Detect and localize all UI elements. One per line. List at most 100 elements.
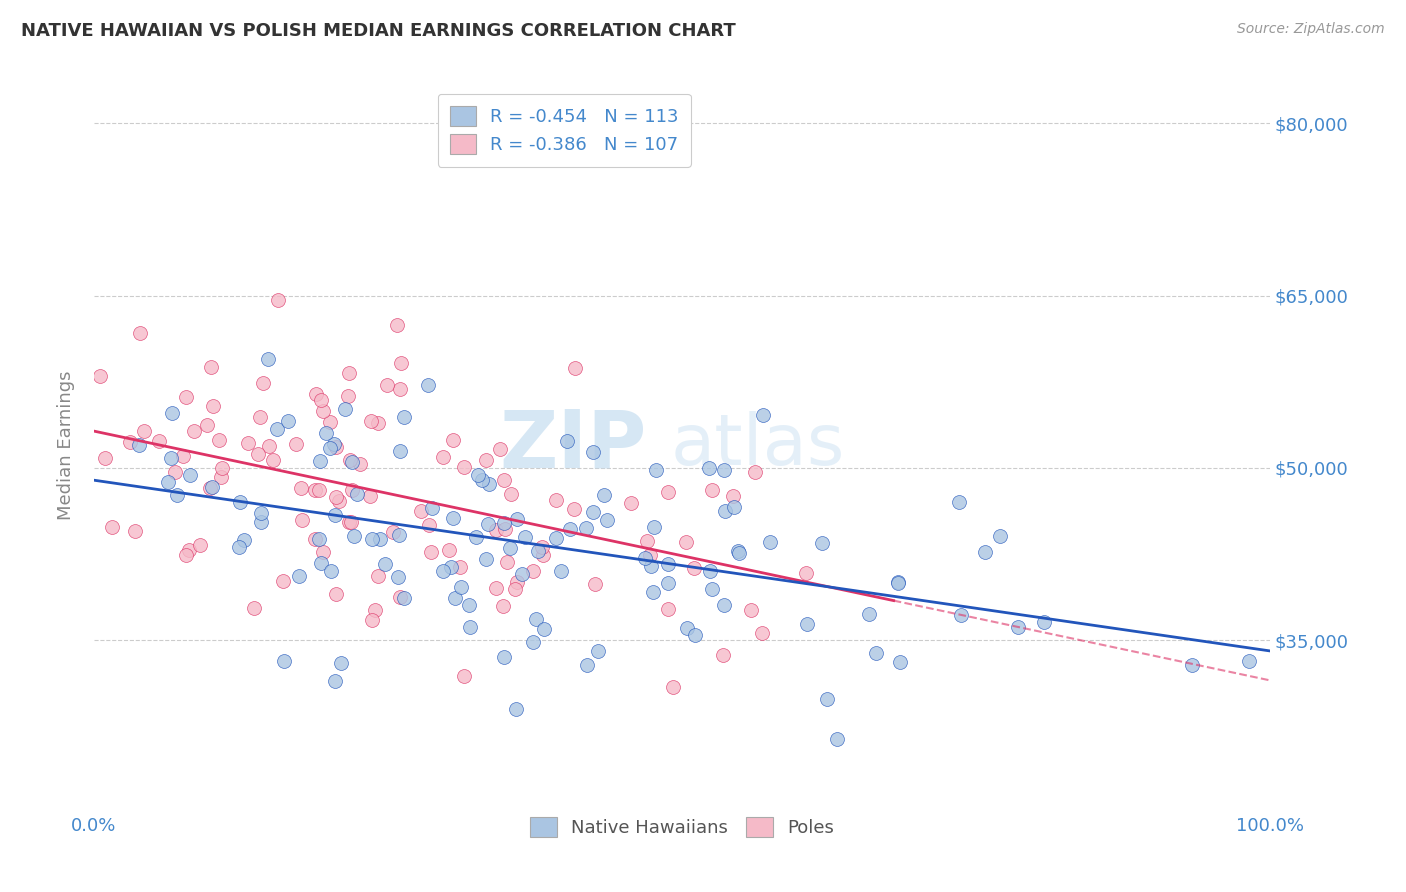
- Point: [174, 390, 197, 404]
- Point: [713, 462, 735, 476]
- Point: [449, 560, 471, 574]
- Point: [267, 293, 290, 307]
- Point: [675, 535, 697, 549]
- Point: [409, 504, 432, 518]
- Point: [174, 549, 197, 563]
- Point: [364, 602, 387, 616]
- Point: [361, 613, 384, 627]
- Point: [560, 522, 582, 536]
- Point: [794, 566, 817, 580]
- Point: [522, 564, 544, 578]
- Point: [312, 545, 335, 559]
- Point: [453, 459, 475, 474]
- Point: [336, 389, 359, 403]
- Point: [458, 620, 481, 634]
- Point: [273, 654, 295, 668]
- Point: [343, 529, 366, 543]
- Point: [375, 378, 398, 392]
- Point: [368, 533, 391, 547]
- Text: ZIP: ZIP: [499, 406, 647, 484]
- Point: [471, 473, 494, 487]
- Point: [321, 564, 343, 578]
- Point: [242, 600, 264, 615]
- Point: [887, 574, 910, 589]
- Point: [643, 520, 665, 534]
- Point: [751, 408, 773, 422]
- Point: [323, 508, 346, 522]
- Point: [387, 318, 409, 332]
- Point: [1007, 620, 1029, 634]
- Point: [501, 487, 523, 501]
- Point: [727, 546, 749, 560]
- Point: [1032, 615, 1054, 630]
- Point: [657, 557, 679, 571]
- Point: [311, 556, 333, 570]
- Point: [531, 548, 554, 562]
- Point: [815, 691, 838, 706]
- Point: [453, 669, 475, 683]
- Point: [179, 467, 201, 482]
- Point: [450, 580, 472, 594]
- Point: [128, 438, 150, 452]
- Point: [329, 657, 352, 671]
- Point: [721, 489, 744, 503]
- Point: [723, 500, 745, 514]
- Point: [166, 488, 188, 502]
- Point: [337, 515, 360, 529]
- Point: [510, 567, 533, 582]
- Point: [129, 326, 152, 340]
- Point: [249, 410, 271, 425]
- Point: [156, 475, 179, 490]
- Point: [675, 622, 697, 636]
- Point: [887, 575, 910, 590]
- Point: [325, 587, 347, 601]
- Point: [441, 433, 464, 447]
- Point: [195, 417, 218, 432]
- Point: [257, 439, 280, 453]
- Point: [441, 511, 464, 525]
- Point: [101, 520, 124, 534]
- Point: [304, 483, 326, 498]
- Point: [683, 561, 706, 575]
- Point: [949, 608, 972, 623]
- Point: [645, 462, 668, 476]
- Point: [89, 368, 111, 383]
- Point: [527, 543, 550, 558]
- Point: [208, 433, 231, 447]
- Point: [811, 535, 834, 549]
- Point: [657, 575, 679, 590]
- Point: [522, 634, 544, 648]
- Point: [588, 644, 610, 658]
- Point: [323, 673, 346, 688]
- Point: [432, 565, 454, 579]
- Point: [418, 517, 440, 532]
- Point: [488, 442, 510, 456]
- Point: [700, 582, 723, 596]
- Point: [657, 484, 679, 499]
- Point: [478, 477, 501, 491]
- Point: [374, 558, 396, 572]
- Point: [172, 449, 194, 463]
- Point: [315, 425, 337, 440]
- Point: [1237, 654, 1260, 668]
- Point: [252, 376, 274, 391]
- Point: [134, 424, 156, 438]
- Point: [683, 628, 706, 642]
- Point: [148, 434, 170, 448]
- Point: [238, 436, 260, 450]
- Point: [323, 436, 346, 450]
- Text: NATIVE HAWAIIAN VS POLISH MEDIAN EARNINGS CORRELATION CHART: NATIVE HAWAIIAN VS POLISH MEDIAN EARNING…: [21, 22, 735, 40]
- Point: [492, 599, 515, 613]
- Point: [201, 400, 224, 414]
- Point: [277, 414, 299, 428]
- Point: [416, 377, 439, 392]
- Point: [751, 625, 773, 640]
- Legend: Native Hawaiians, Poles: Native Hawaiians, Poles: [522, 810, 842, 844]
- Point: [506, 512, 529, 526]
- Point: [419, 545, 441, 559]
- Point: [325, 490, 347, 504]
- Point: [422, 500, 444, 515]
- Point: [432, 450, 454, 464]
- Point: [381, 524, 404, 539]
- Point: [458, 599, 481, 613]
